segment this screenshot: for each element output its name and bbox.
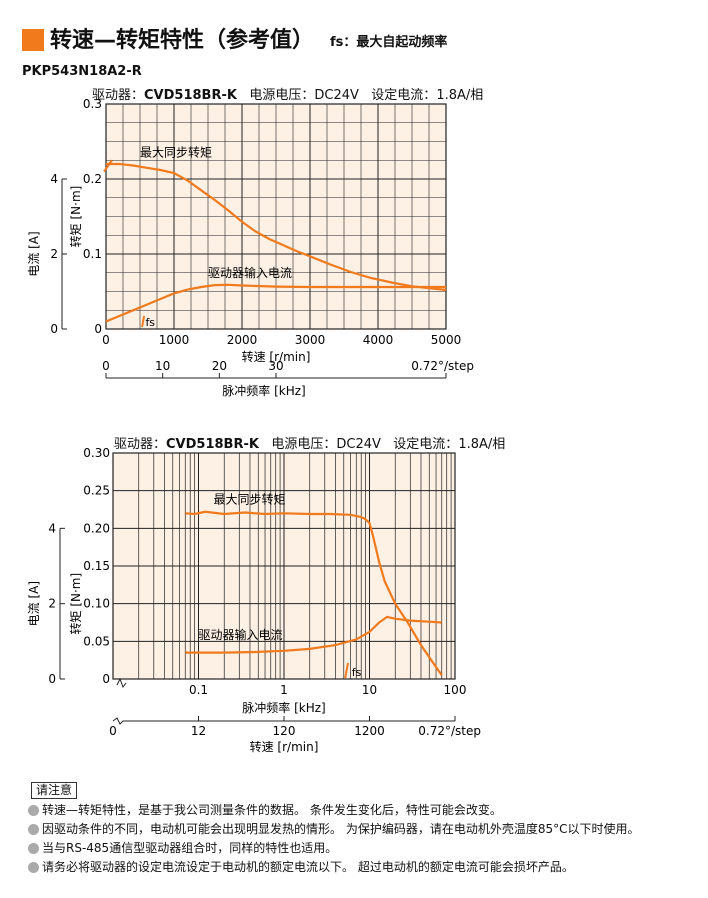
note-text: 转速—转矩特性，是基于我公司测量条件的数据。 条件发生变化后，特性可能会改变。 [42, 803, 502, 817]
x2-axis-label: 脉冲频率 [kHz] [222, 383, 305, 398]
voltage-label: 电源电压： [249, 88, 315, 103]
bullet-icon [28, 862, 39, 873]
bullet-icon [28, 824, 39, 835]
bullet-icon [28, 805, 39, 816]
x-tick-label: 3000 [295, 333, 326, 347]
series-label-current: 驱动器输入电流 [208, 265, 292, 280]
y-tick-label: 0 [94, 322, 102, 336]
y-tick-label: 0.30 [83, 446, 110, 460]
fs-marker [141, 315, 146, 328]
y-tick-label: 0.15 [83, 559, 110, 573]
voltage-value: DC24V [314, 88, 359, 103]
y-tick-label: 0.2 [83, 172, 102, 186]
x-tick-label: 100 [444, 683, 467, 697]
x-tick-label: 0.1 [189, 683, 208, 697]
x-axis-label: 脉冲频率 [kHz] [242, 700, 325, 715]
x-tick-label: 2000 [227, 333, 258, 347]
chart1-conditions: 驱动器：CVD518BR-K 电源电压：DC24V 设定电流：1.8A/相 [92, 84, 483, 103]
y2-tick-label: 2 [48, 597, 56, 611]
y-tick-label: 0.05 [83, 634, 110, 648]
note-item: 转速—转矩特性，是基于我公司测量条件的数据。 条件发生变化后，特性可能会改变。 [28, 801, 639, 820]
y-tick-label: 0 [102, 672, 110, 686]
current-curve [105, 283, 446, 323]
x2-unit-label: 0.72°/step [411, 359, 474, 373]
chart-log: 0 0.05 0.10 0.15 0.20 0.25 0.30 0.1 1 10 100 转矩 [N·… [27, 446, 481, 754]
y2-tick-label: 0 [50, 322, 58, 336]
y-tick-label: 0.1 [83, 247, 102, 261]
notes-title: 请注意 [31, 782, 78, 799]
x2-tick-label: 30 [268, 359, 283, 373]
x2-tick-label: 1200 [354, 724, 385, 738]
y-axis-label: 转矩 [N·m] [68, 186, 83, 248]
x-tick-label: 4000 [363, 333, 394, 347]
model-number: PKP543N18A2-R [22, 64, 142, 79]
driver-label: 驱动器： [92, 88, 145, 103]
x-tick-label: 1 [280, 683, 288, 697]
current-label: 设定电流： [371, 88, 437, 103]
note-item: 当与RS-485通信型驱动器组合时，同样的特性也适用。 [28, 839, 639, 858]
x-tick-label: 10 [362, 683, 377, 697]
x2-tick-label: 20 [212, 359, 227, 373]
notes-section: 请注意 转速—转矩特性，是基于我公司测量条件的数据。 条件发生变化后，特性可能会… [28, 781, 639, 877]
voltage-value: DC24V [336, 437, 381, 452]
fs-label: fs [145, 316, 155, 329]
note-text: 当与RS-485通信型驱动器组合时，同样的特性也适用。 [42, 841, 338, 855]
chart2-conditions: 驱动器：CVD518BR-K 电源电压：DC24V 设定电流：1.8A/相 [114, 433, 505, 452]
current-label: 设定电流： [393, 437, 459, 452]
axis-break-mark [112, 717, 127, 725]
series-label-current: 驱动器输入电流 [199, 627, 283, 642]
axis-break-mark [116, 677, 127, 689]
y2-axis-label: 电流 [A] [27, 581, 41, 626]
note-item: 请务必将驱动器的设定电流设定于电动机的额定电流以下。 超过电动机的额定电流可能会… [28, 858, 639, 877]
torque-curve-start [103, 159, 113, 173]
y-tick-label: 0.10 [83, 597, 110, 611]
y-tick-label: 0.3 [83, 97, 102, 111]
y2-tick-label: 4 [48, 521, 56, 535]
x2-tick-label: 120 [273, 724, 296, 738]
torque-curve [106, 162, 447, 292]
y-tick-label: 0.20 [83, 521, 110, 535]
y2-tick-label: 4 [50, 172, 58, 186]
y-axis-label: 转矩 [N·m] [68, 573, 83, 635]
page-header: 转速—转矩特性（参考值） fs：最大自起动频率 [22, 26, 447, 54]
driver-value: CVD518BR-K [144, 88, 237, 103]
note-item: 因驱动条件的不同，电动机可能会出现明显发热的情形。 为保护编码器，请在电动机外壳… [28, 820, 639, 839]
driver-label: 驱动器： [114, 437, 167, 452]
page-subtitle: fs：最大自起动频率 [330, 35, 448, 50]
x2-tick-label: 10 [155, 359, 170, 373]
page-title: 转速—转矩特性（参考值） [50, 28, 315, 53]
x2-axis-label: 转速 [r/min] [250, 739, 319, 754]
driver-value: CVD518BR-K [166, 437, 259, 452]
current-value: 1.8A/相 [436, 88, 484, 103]
bullet-icon [28, 843, 39, 854]
fs-marker [344, 662, 349, 679]
current-value: 1.8A/相 [458, 437, 506, 452]
title-marker [22, 29, 44, 51]
fs-label: fs [352, 666, 362, 679]
x2-unit-label: 0.72°/step [418, 724, 481, 738]
voltage-label: 电源电压： [271, 437, 337, 452]
note-text: 因驱动条件的不同，电动机可能会出现明显发热的情形。 为保护编码器，请在电动机外壳… [42, 822, 640, 836]
x-tick-label: 5000 [431, 333, 462, 347]
x-tick-label: 0 [102, 333, 110, 347]
x-tick-label: 1000 [159, 333, 190, 347]
plot-frame [112, 452, 456, 680]
series-label-torque: 最大同步转矩 [140, 144, 212, 159]
note-text: 请务必将驱动器的设定电流设定于电动机的额定电流以下。 超过电动机的额定电流可能会… [42, 860, 574, 874]
y2-axis-label: 电流 [A] [27, 231, 41, 276]
series-label-torque: 最大同步转矩 [214, 492, 286, 507]
x2-tick-label: 12 [191, 724, 206, 738]
x2-tick-label: 0 [109, 724, 117, 738]
x2-tick-label: 0 [102, 359, 110, 373]
y2-tick-label: 0 [48, 672, 56, 686]
plot-frame [105, 103, 447, 330]
current-curve [185, 615, 442, 654]
y-tick-label: 0.25 [83, 484, 110, 498]
x-axis-label: 转速 [r/min] [242, 349, 311, 364]
torque-curve [185, 510, 443, 676]
y2-tick-label: 2 [50, 247, 58, 261]
